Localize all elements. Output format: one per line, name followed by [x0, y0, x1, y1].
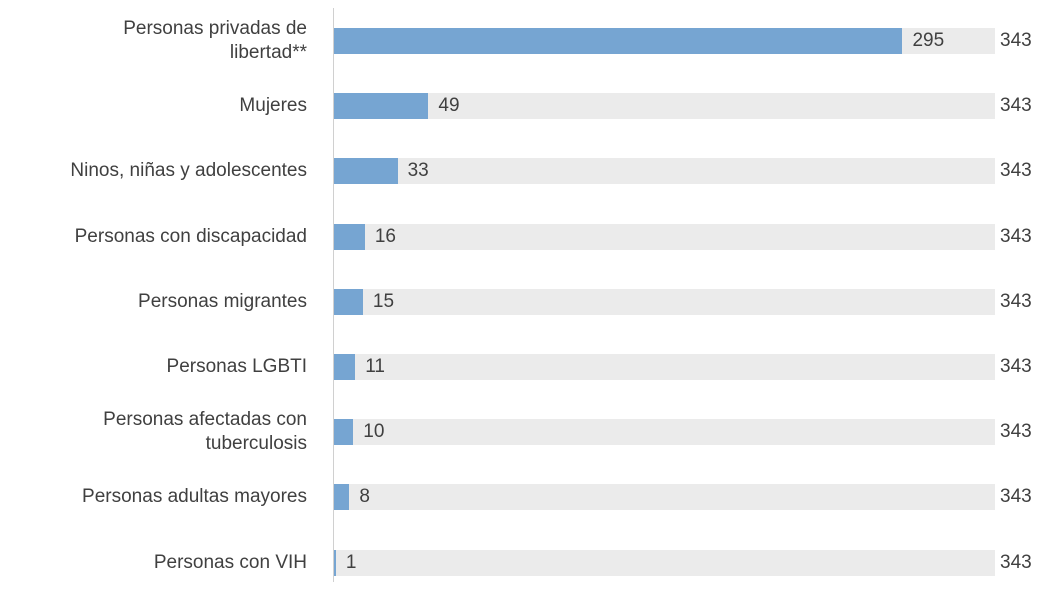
total-bar: [334, 549, 995, 576]
bar: [334, 549, 336, 576]
total-label: 343: [1000, 30, 1032, 51]
value-label: 33: [407, 160, 429, 182]
total-label: 343: [1000, 225, 1032, 247]
total-bar: [334, 93, 995, 120]
total-bar: [334, 288, 995, 315]
category-label: Personas afectadas con tuberculosis: [103, 409, 307, 455]
category-label: Personas con discapacidad: [74, 225, 307, 247]
total-bar: [334, 223, 995, 250]
total-bar: [334, 158, 995, 185]
value-label: 8: [359, 486, 370, 508]
bar: [334, 354, 356, 380]
total-label: 343: [1000, 160, 1032, 182]
category-label: Personas con VIH: [153, 551, 307, 573]
total-bar: [334, 354, 995, 380]
value-label: 15: [372, 290, 395, 312]
bar: [334, 93, 429, 120]
value-label: 49: [438, 95, 460, 117]
category-label: Personas migrantes: [138, 290, 307, 312]
total-bar: [334, 484, 995, 511]
category-label: Personas adultas mayores: [82, 486, 307, 508]
value-label: 11: [365, 356, 385, 377]
total-label: 343: [1000, 290, 1032, 312]
bar: [334, 28, 903, 54]
bar: [334, 419, 354, 446]
total-label: 343: [1000, 551, 1032, 573]
value-label: 10: [363, 421, 385, 443]
total-bar: [334, 419, 995, 446]
bar: [334, 484, 350, 511]
bar: [334, 223, 365, 250]
category-label: Ninos, niñas y adolescentes: [70, 160, 307, 182]
category-label: Personas LGBTI: [166, 356, 307, 377]
total-label: 343: [1000, 486, 1032, 508]
total-label: 343: [1000, 95, 1032, 117]
total-label: 343: [1000, 421, 1032, 443]
value-label: 295: [912, 30, 945, 51]
axis-line: [333, 8, 334, 582]
value-label: 16: [374, 225, 396, 247]
value-label: 1: [345, 551, 357, 573]
category-label: Personas privadas de libertad**: [123, 18, 307, 63]
bar: [334, 158, 398, 185]
category-label: Mujeres: [239, 95, 307, 117]
bar: [334, 288, 363, 315]
total-label: 343: [1000, 356, 1032, 377]
